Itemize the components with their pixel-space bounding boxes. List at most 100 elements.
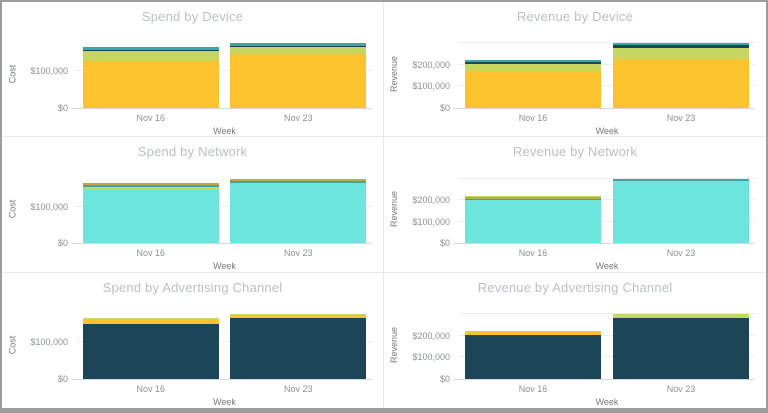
plot-area xyxy=(453,175,755,245)
x-axis-title: Week xyxy=(595,396,619,407)
bar-segment-yellow-green[interactable] xyxy=(230,314,367,316)
y-tick-label: $200,000 xyxy=(412,59,450,70)
gridline xyxy=(459,85,755,87)
x-axis-line xyxy=(453,108,755,109)
bar-segment-yellow-green[interactable] xyxy=(464,195,602,197)
bar-segment-dark-navy[interactable] xyxy=(82,49,219,52)
bar-segment-teal[interactable] xyxy=(230,43,367,46)
stacked-bar-nov-23[interactable] xyxy=(230,40,367,108)
bar-segment-teal[interactable] xyxy=(464,60,602,62)
stacked-bar-nov-16[interactable] xyxy=(464,311,602,379)
x-tick-label: Nov 23 xyxy=(666,383,696,394)
bar-segment-yellow[interactable] xyxy=(612,316,750,318)
chart-panel-spend-by-network: Spend by Network Cost $0 $100,000 Nov 16 Nov … xyxy=(2,137,384,273)
stacked-bar-nov-16[interactable] xyxy=(82,311,219,379)
y-axis: $0 $100,000 $200,000 xyxy=(384,40,450,113)
bar-segment-yellow[interactable] xyxy=(230,53,367,108)
gridline xyxy=(77,70,372,72)
chart-panel-revenue-by-network: Revenue by Network Revenue $0 $100,000 $200,… xyxy=(384,137,766,273)
gridline xyxy=(77,205,372,207)
y-tick-label: $100,000 xyxy=(30,336,68,347)
bar-band-nov-16 xyxy=(77,311,225,379)
chart-title: Spend by Network xyxy=(137,144,248,160)
bars-container xyxy=(459,175,755,244)
bar-segment-yellow[interactable] xyxy=(82,319,219,324)
bar-segment-teal[interactable] xyxy=(82,47,219,50)
x-axis-title: Week xyxy=(213,126,236,136)
stacked-bar-nov-23[interactable] xyxy=(612,40,750,108)
y-tick-label: $0 xyxy=(439,103,450,113)
bar-segment-teal[interactable] xyxy=(82,185,219,188)
bar-band-nov-16 xyxy=(459,175,607,244)
x-axis-title: Week xyxy=(595,126,619,136)
gridline xyxy=(459,313,755,315)
x-tick-label: Nov 23 xyxy=(666,113,696,123)
bar-segment-dark-navy[interactable] xyxy=(464,61,602,64)
bar-band-nov-16 xyxy=(459,40,607,108)
bar-segment-gold[interactable] xyxy=(82,182,219,186)
y-axis: $0 $100,000 $200,000 xyxy=(384,175,450,248)
x-axis-title: Week xyxy=(595,261,619,272)
bar-segment-yellow-green[interactable] xyxy=(230,47,367,54)
y-tick-label: $100,000 xyxy=(412,216,450,227)
gridline xyxy=(459,63,755,65)
y-tick-label: $100,000 xyxy=(412,81,450,92)
bar-band-nov-16 xyxy=(459,311,607,379)
x-axis-labels: Nov 16 Nov 23 xyxy=(77,248,372,258)
plot-area xyxy=(71,175,372,245)
bar-segment-dark-navy[interactable] xyxy=(230,318,367,379)
bar-segment-teal[interactable] xyxy=(230,181,367,183)
x-axis-labels: Nov 16 Nov 23 xyxy=(77,384,372,394)
bar-segment-dark-navy[interactable] xyxy=(612,317,750,379)
bar-segment-teal[interactable] xyxy=(464,198,602,200)
bar-segment-dark-navy[interactable] xyxy=(82,323,219,379)
bar-segment-dark-navy[interactable] xyxy=(612,45,750,48)
chart-title: Spend by Advertising Channel xyxy=(102,279,283,295)
stacked-bar-nov-16[interactable] xyxy=(82,40,219,108)
stacked-bar-nov-16[interactable] xyxy=(464,175,602,244)
bar-segment-gold[interactable] xyxy=(464,196,602,199)
bar-segment-yellow[interactable] xyxy=(464,331,602,336)
y-axis: $0 $100,000 xyxy=(2,40,68,113)
stacked-bar-nov-23[interactable] xyxy=(612,311,750,379)
bar-segment-yellow-green[interactable] xyxy=(464,63,602,72)
stacked-bar-nov-23[interactable] xyxy=(230,175,367,244)
bar-segment-teal[interactable] xyxy=(612,43,750,46)
bar-segment-cyan[interactable] xyxy=(464,199,602,244)
plot-area xyxy=(453,311,755,380)
x-axis-line xyxy=(453,243,755,245)
bar-segment-yellow-green[interactable] xyxy=(464,330,602,332)
stacked-bar-nov-16[interactable] xyxy=(82,175,219,244)
bar-segment-dark-navy[interactable] xyxy=(464,335,602,379)
bar-segment-yellow[interactable] xyxy=(612,58,750,108)
bar-band-nov-23 xyxy=(607,40,755,108)
y-axis: $0 $100,000 xyxy=(2,311,68,384)
x-tick-label: Nov 23 xyxy=(666,248,696,259)
y-tick-label: $200,000 xyxy=(412,330,450,341)
x-axis-labels: Nov 16 Nov 23 xyxy=(459,113,755,123)
bar-segment-yellow-green[interactable] xyxy=(82,318,219,320)
plot-area xyxy=(71,40,372,109)
bar-segment-teal[interactable] xyxy=(612,178,750,181)
y-tick-label: $200,000 xyxy=(412,195,450,206)
y-axis: $0 $100,000 xyxy=(2,175,68,249)
stacked-bar-nov-16[interactable] xyxy=(464,40,602,108)
bar-segment-cyan[interactable] xyxy=(230,182,367,244)
stacked-bar-nov-23[interactable] xyxy=(230,311,367,379)
x-axis-labels: Nov 16 Nov 23 xyxy=(459,384,755,394)
bar-segment-yellow[interactable] xyxy=(230,315,367,319)
bar-band-nov-23 xyxy=(607,175,755,244)
bar-segment-yellow[interactable] xyxy=(82,60,219,108)
bar-segment-yellow-green[interactable] xyxy=(82,51,219,61)
bar-segment-gold[interactable] xyxy=(230,178,367,182)
bar-segment-yellow-green[interactable] xyxy=(612,313,750,317)
bar-segment-yellow-green[interactable] xyxy=(612,47,750,59)
bar-segment-cyan[interactable] xyxy=(612,180,750,244)
gridline xyxy=(459,334,755,336)
bar-segment-yellow-green[interactable] xyxy=(82,187,219,189)
bar-segment-cyan[interactable] xyxy=(82,188,219,244)
bar-segment-dark-navy[interactable] xyxy=(230,45,367,47)
stacked-bar-nov-23[interactable] xyxy=(612,175,750,244)
bars-container xyxy=(77,175,372,244)
bar-segment-yellow[interactable] xyxy=(464,71,602,108)
